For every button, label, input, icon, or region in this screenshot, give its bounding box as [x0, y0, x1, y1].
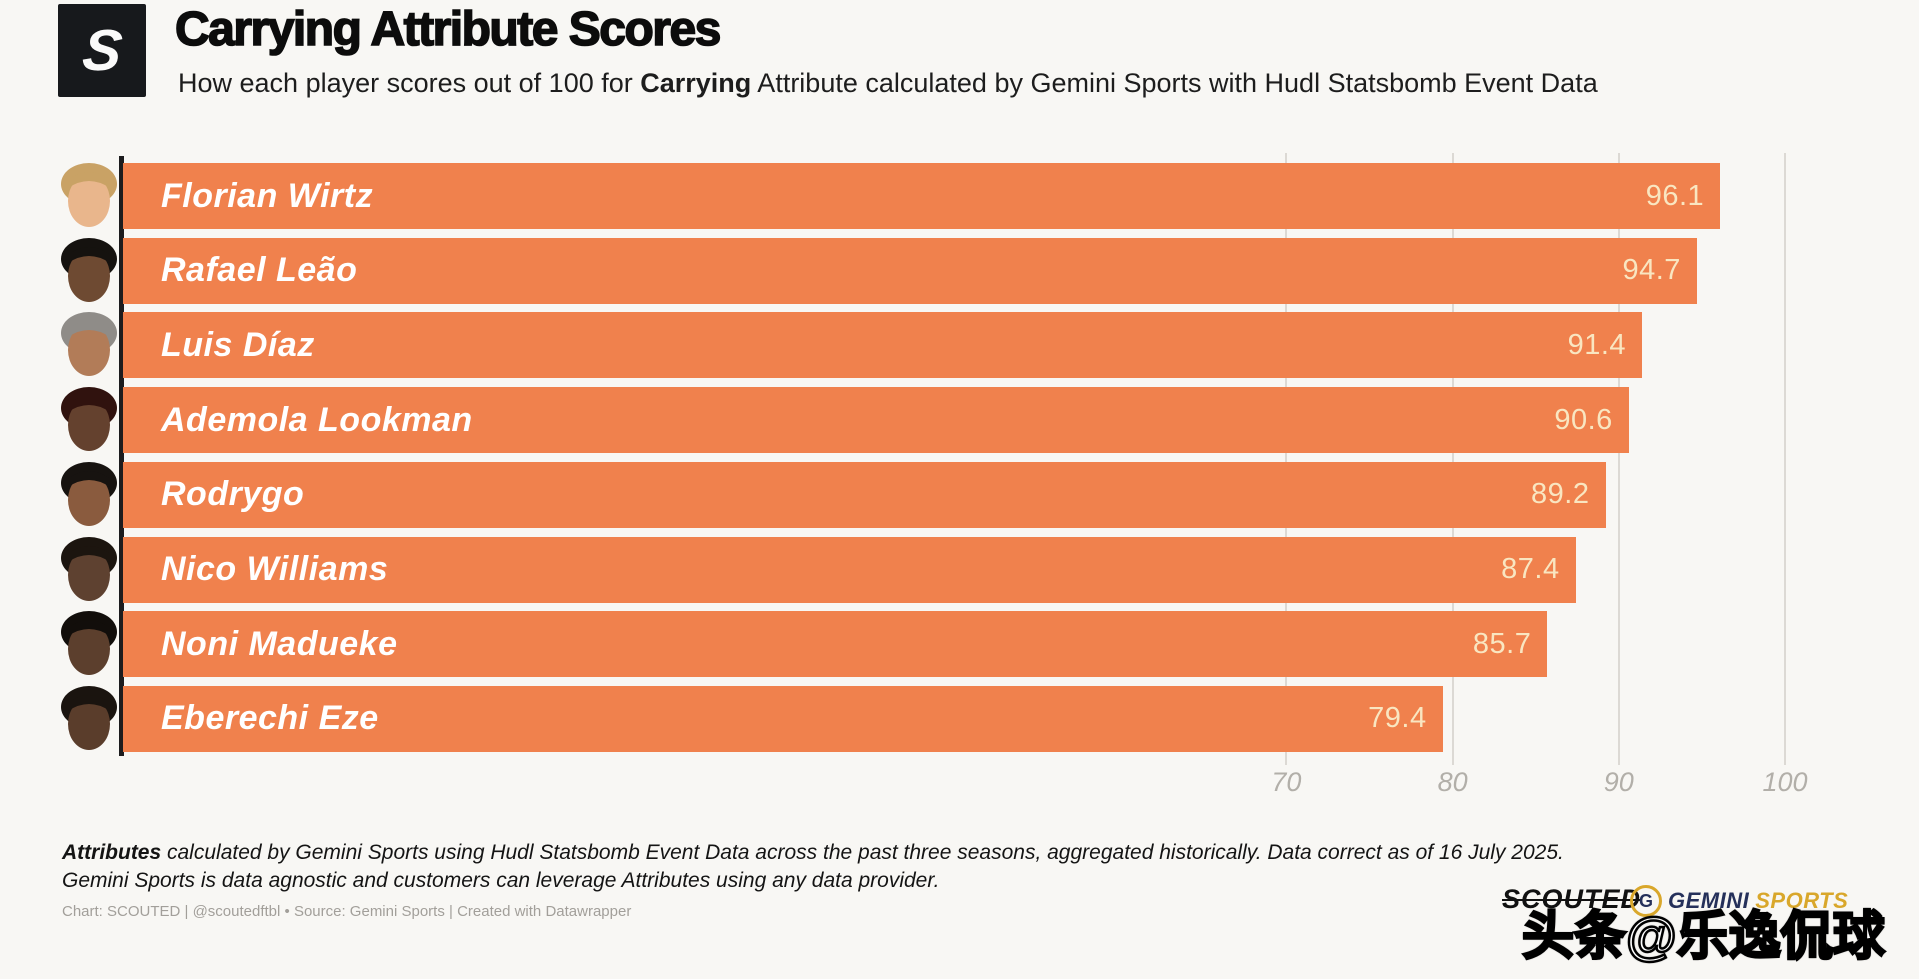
- subtitle-attribute-name: Carrying: [640, 68, 752, 98]
- player-name-label: Eberechi Eze: [161, 699, 379, 738]
- bar-row: Luis Díaz 91.4: [123, 312, 1919, 379]
- player-name-label: Luis Díaz: [161, 325, 315, 364]
- score-value-label: 96.1: [1645, 179, 1705, 212]
- player-headshot-image: [61, 461, 117, 526]
- bar-row: Eberechi Eze 79.4: [123, 685, 1919, 752]
- player-name-label: Nico Williams: [161, 550, 389, 588]
- x-tick-label-80: 80: [1437, 767, 1468, 797]
- player-avatar: [56, 235, 122, 312]
- score-value-label: 87.4: [1501, 553, 1560, 585]
- gemini-sports-logo: G GEMINI SPORTS: [1630, 885, 1848, 917]
- player-headshot-image: [61, 312, 117, 377]
- toutiao-watermark: 头条@乐逸侃球: [1521, 907, 1886, 968]
- scouted-wordmark: SCOUTED: [1502, 884, 1642, 914]
- sports-wordmark: SPORTS: [1755, 888, 1849, 913]
- score-bar: Nico Williams 87.4: [123, 536, 1576, 603]
- x-tick-label-100: 100: [1762, 767, 1808, 797]
- footer-note-line2: Gemini Sports is data agnostic and custo…: [62, 869, 940, 892]
- score-value-label: 94.7: [1622, 254, 1681, 287]
- scouted-s-logo: S: [58, 4, 146, 97]
- credit-line: Chart: SCOUTED | @scoutedftbl • Source: …: [62, 903, 632, 920]
- score-bar: Eberechi Eze 79.4: [123, 685, 1443, 752]
- player-name-label: Florian Wirtz: [161, 176, 374, 215]
- bar-row: Florian Wirtz 96.1: [123, 163, 1919, 229]
- player-headshot-image: [61, 611, 117, 676]
- score-bar: Rafael Leão 94.7: [123, 237, 1697, 304]
- footer-note-line1: Attributes calculated by Gemini Sports u…: [62, 841, 1564, 865]
- score-bar: Ademola Lookman 90.6: [123, 387, 1629, 454]
- gridline-80: [1451, 153, 1454, 765]
- player-avatar: [56, 309, 122, 386]
- subtitle-prefix: How each player scores out of 100 for: [178, 68, 641, 98]
- bar-row: Rafael Leão 94.7: [123, 237, 1919, 304]
- player-avatar: [56, 683, 122, 760]
- player-avatar: [56, 534, 122, 611]
- score-bar: Rodrygo 89.2: [123, 461, 1606, 528]
- bar-row: Noni Madueke 85.7: [123, 611, 1919, 678]
- gridline-100: [1784, 153, 1786, 765]
- player-avatar: [56, 160, 122, 237]
- player-headshot-image: [61, 163, 117, 227]
- x-tick-label-90: 90: [1603, 767, 1634, 797]
- page-title: Carrying Attribute Scores: [174, 2, 722, 57]
- player-headshot-image: [61, 387, 117, 452]
- gemini-g-icon: G: [1630, 885, 1662, 917]
- score-bar: Florian Wirtz 96.1: [123, 163, 1721, 229]
- bar-row: Nico Williams 87.4: [123, 536, 1919, 603]
- player-headshot-image: [61, 685, 117, 750]
- player-name-label: Ademola Lookman: [161, 400, 473, 439]
- player-headshot-image: [61, 237, 117, 302]
- bar-row: Rodrygo 89.2: [123, 461, 1919, 528]
- score-bar: Luis Díaz 91.4: [123, 312, 1643, 379]
- page-subtitle: How each player scores out of 100 for Ca…: [178, 68, 1598, 99]
- score-value-label: 91.4: [1567, 328, 1627, 361]
- subtitle-suffix: Attribute calculated by Gemini Sports wi…: [751, 68, 1598, 98]
- score-value-label: 89.2: [1531, 478, 1590, 511]
- gemini-wordmark: GEMINI: [1668, 888, 1750, 913]
- footer-note-line1-rest: calculated by Gemini Sports using Hudl S…: [161, 841, 1564, 864]
- player-name-label: Rodrygo: [161, 475, 305, 514]
- score-value-label: 85.7: [1472, 627, 1532, 660]
- score-bar: Noni Madueke 85.7: [123, 611, 1548, 678]
- footer-note-bold: Attributes: [62, 841, 162, 864]
- y-axis-line: [119, 156, 124, 756]
- player-name-label: Noni Madueke: [161, 624, 398, 663]
- player-headshot-image: [61, 536, 117, 601]
- player-name-label: Rafael Leão: [161, 251, 358, 290]
- bar-row: Ademola Lookman 90.6: [123, 387, 1919, 454]
- gridline-70: [1285, 153, 1288, 765]
- player-avatar: [56, 384, 122, 461]
- score-value-label: 90.6: [1554, 403, 1613, 436]
- score-value-label: 79.4: [1368, 702, 1427, 735]
- player-avatar: [56, 608, 122, 685]
- gridline-90: [1617, 153, 1620, 765]
- x-tick-label-70: 70: [1271, 767, 1302, 797]
- player-avatar: [56, 459, 122, 536]
